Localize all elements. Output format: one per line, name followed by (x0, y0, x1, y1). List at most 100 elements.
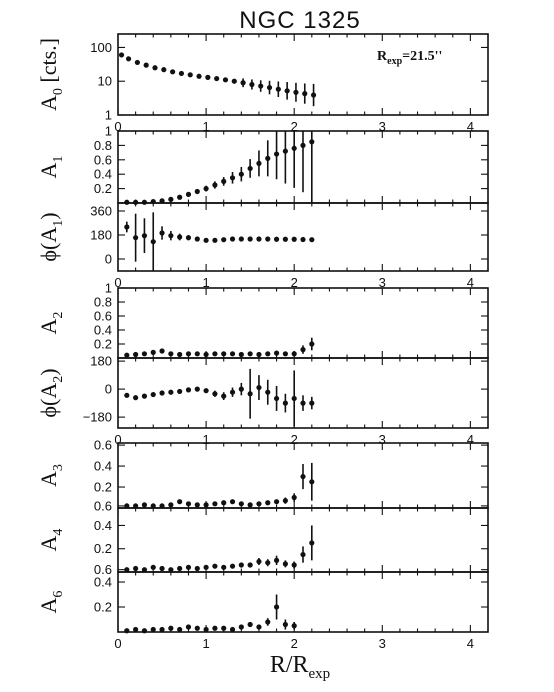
panel-5-point (247, 502, 253, 508)
panel-7-point (185, 624, 192, 630)
panel-5-point (256, 501, 262, 507)
panel-5-ylabel-sub: 3 (51, 464, 66, 471)
panel-6-ytick-label: 0.4 (94, 518, 112, 533)
x-tick-label: 3 (379, 119, 386, 134)
panel-4-point (238, 386, 244, 392)
rexp-annotation-main: R (377, 49, 388, 64)
panel-0: 1 10 100 A0 [cts.] (36, 33, 489, 123)
panel-2-point (300, 236, 306, 243)
panel-0-point (240, 80, 246, 86)
panel-5-point (265, 500, 271, 506)
panel-7-point (238, 624, 244, 630)
panel-6-point (168, 567, 174, 573)
panel-6-ylabel-main: A (36, 535, 61, 551)
x-tick-label: 0 (114, 636, 121, 651)
x-tick-label: 2 (291, 432, 298, 447)
panel-5-ytick-label: 0.2 (94, 480, 112, 495)
panel-4-point (229, 389, 236, 395)
panel-6-point (221, 564, 227, 570)
panel-3-point (203, 351, 209, 358)
panel-6-ytick-label: 0.6 (94, 562, 112, 577)
panel-6-point (150, 564, 156, 570)
panel-1-ylabel-sub: 1 (51, 156, 66, 163)
panel-7-ylabel-sub: 6 (51, 591, 66, 598)
panel-5-point (141, 502, 148, 508)
panel-4-ylabel-main: ϕ(A (36, 383, 61, 418)
panel-4-point (203, 388, 209, 394)
panel-3-point (177, 351, 183, 358)
panel-0-point (266, 84, 273, 91)
x-tick-label: 4 (467, 119, 474, 134)
panel-7-ylabel: A6 (36, 591, 66, 614)
panel-0-ytick-label: 1 (105, 108, 112, 123)
panel-7-point (291, 623, 297, 629)
panel-6-ylabel: A4 (36, 529, 66, 552)
panel-4-point (168, 389, 174, 395)
panel-7-point (247, 621, 253, 628)
panel-3-point (168, 351, 174, 357)
panel-2-point (238, 236, 244, 242)
panel-6-point (194, 565, 200, 572)
panel-6-point (291, 562, 297, 568)
panel-4-point (177, 388, 183, 395)
panel-3-ytick-label: 0.2 (94, 337, 112, 352)
panel-2-point (177, 234, 183, 240)
panel-0-point (152, 65, 158, 71)
panel-4-ytick-label: −180 (83, 410, 112, 425)
panel-1-point (194, 188, 200, 195)
panel-2-point (185, 235, 192, 241)
panel-1-point (212, 182, 218, 188)
panel-7-point (229, 626, 236, 633)
panel-7-point (212, 625, 218, 631)
panel-1-ylabel-main: A (36, 162, 61, 178)
panel-1-ytick-label: 0.4 (94, 167, 112, 182)
panel-1-point (168, 196, 174, 202)
panel-0-ylabel-tail: [cts.] (36, 38, 61, 88)
panel-6-point (256, 558, 262, 565)
panel-5-ytick-label: 0.6 (94, 438, 112, 453)
panel-6-point (238, 562, 244, 568)
panel-1-point (309, 139, 315, 145)
panel-0-point (222, 77, 229, 83)
panel-1-point (300, 142, 306, 148)
x-axis-label: R/Rexp (270, 652, 330, 682)
panel-5-point (168, 502, 174, 508)
panel-3-point (133, 351, 139, 358)
panel-5-point (229, 499, 236, 505)
panel-0-frame (117, 33, 489, 116)
panel-0-point (231, 78, 237, 84)
panel-3-ytick-label: 0.6 (94, 309, 112, 324)
panel-3-point (141, 351, 148, 357)
panel-2-frame (117, 202, 489, 272)
panel-5-point (273, 499, 280, 505)
panel-1-point (291, 145, 297, 151)
panel-4-point (265, 389, 271, 395)
panel-5-point (203, 502, 209, 508)
panel-7-point (150, 626, 156, 633)
panel-2-point (133, 235, 139, 241)
panel-6-point (141, 567, 148, 573)
panel-2-point (124, 224, 130, 230)
panel-7-ylabel-main: A (36, 597, 61, 613)
panel-5-point (221, 500, 227, 506)
panel-3-point (247, 351, 253, 357)
panel-2-point (203, 237, 209, 243)
panel-6-point (177, 565, 183, 572)
panel-2-point (141, 233, 148, 239)
x-tick-label: 0 (114, 119, 121, 134)
panel-4-point (309, 400, 315, 406)
panel-0-point (293, 89, 299, 95)
panel-0-point (134, 59, 140, 66)
panel-2-point (194, 236, 200, 242)
panel-0-point (118, 52, 125, 58)
panel-4-point (133, 395, 139, 401)
panel-4-ylabel-tail: ) (36, 368, 61, 375)
panel-0-point (249, 81, 255, 88)
panel-3-point (194, 351, 200, 357)
panel-3-point (185, 351, 192, 357)
panel-3-ytick-label: 0.8 (94, 295, 112, 310)
x-tick-label: 2 (291, 119, 298, 134)
x-tick-label: 2 (291, 636, 298, 651)
panel-6-point (300, 551, 306, 558)
